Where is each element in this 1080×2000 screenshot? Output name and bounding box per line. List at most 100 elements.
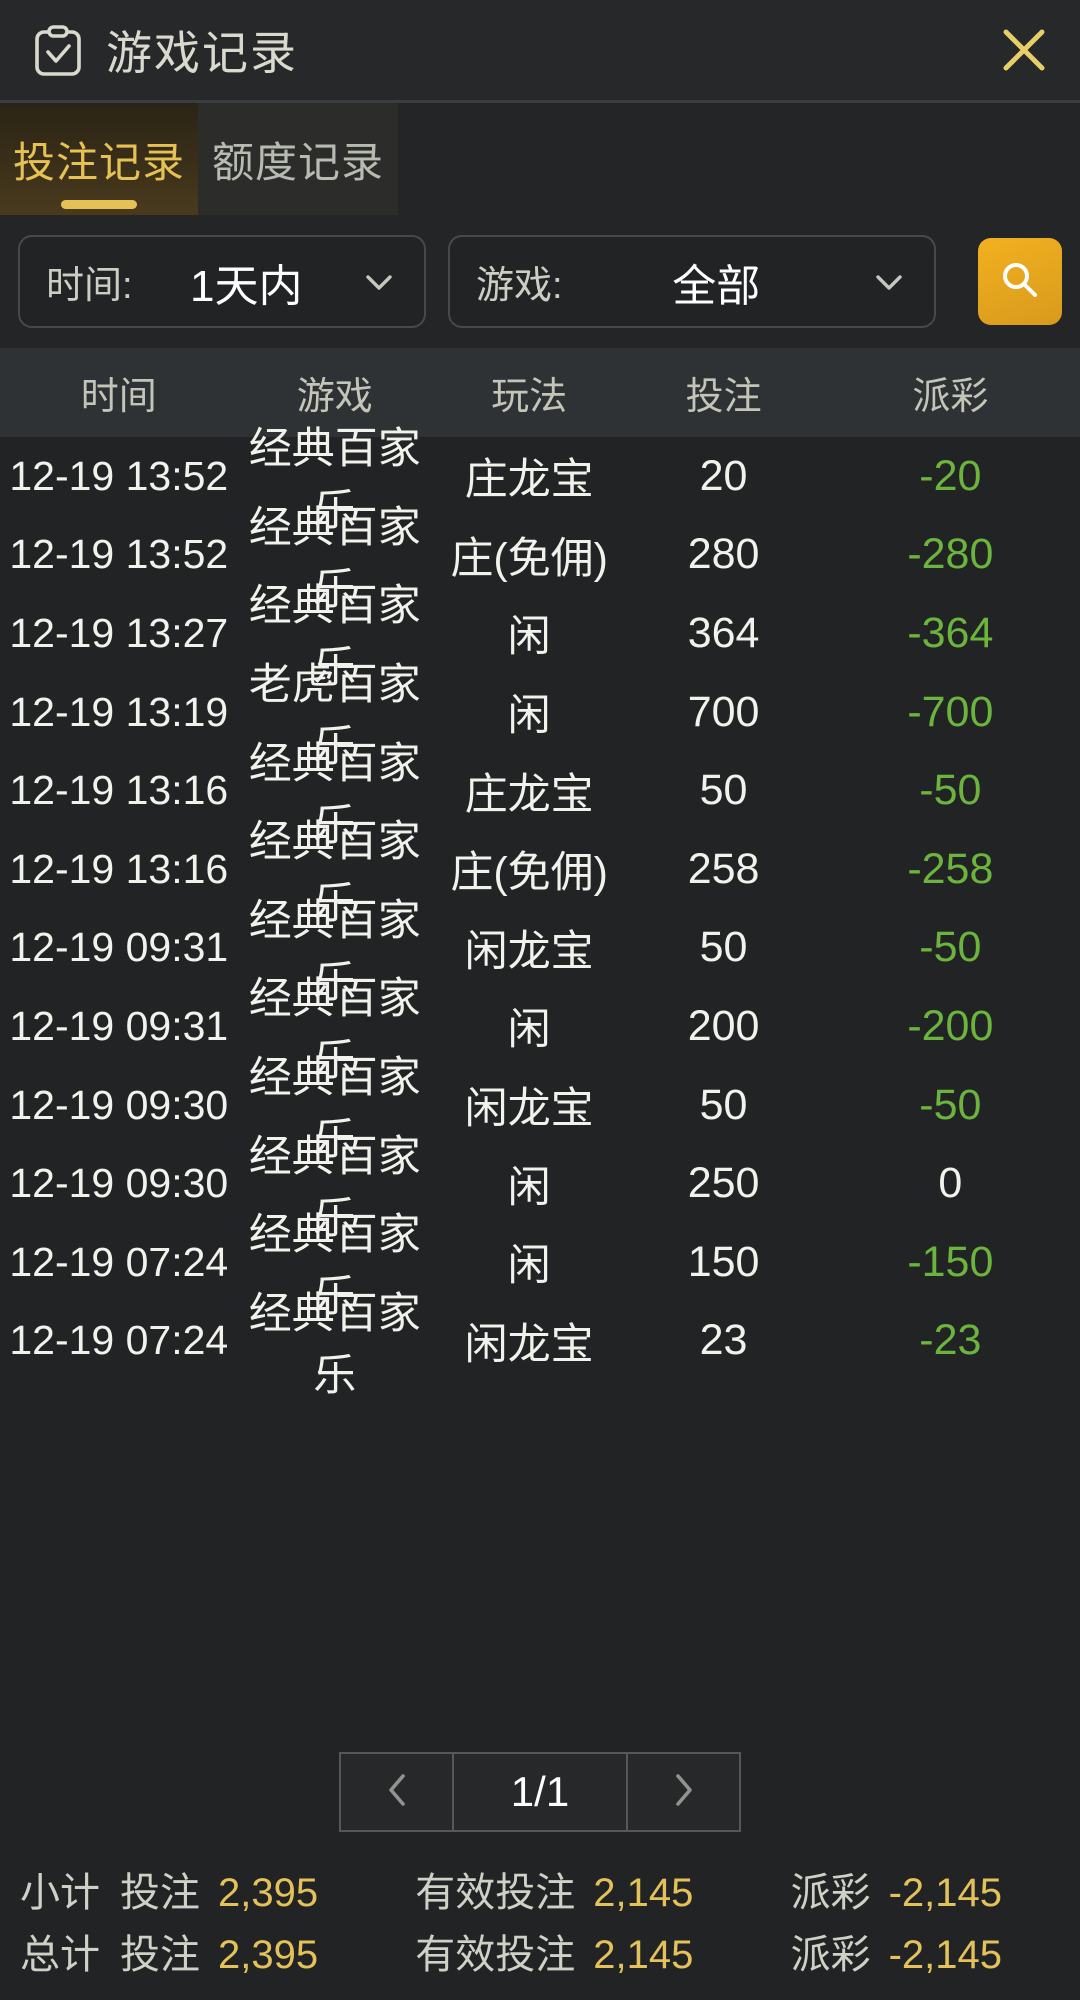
cell-play: 闲 (507, 1006, 551, 1055)
time-filter-label: 时间: (46, 265, 133, 307)
table-row[interactable]: 12-19 13:16 经典百家乐 庄龙宝 50 -50 (0, 740, 1080, 850)
total-valid-bet: 有效投注 2,145 (415, 1933, 694, 1977)
cell-game: 经典百家乐 (248, 739, 421, 850)
table-row[interactable]: 12-19 13:52 经典百家乐 庄(免佣) 280 -280 (0, 504, 1080, 614)
cell-bet: 700 (687, 687, 760, 736)
cell-time: 12-19 09:31 (9, 1002, 229, 1049)
close-icon[interactable] (998, 24, 1050, 76)
cell-game: 经典百家乐 (248, 1211, 421, 1322)
table-body: 12-19 13:52 经典百家乐 庄龙宝 20 -20 12-19 13:52… (0, 425, 1080, 1400)
cell-play: 闲龙宝 (464, 1320, 594, 1369)
cell-bet: 23 (699, 1316, 748, 1365)
game-filter-value: 全部 (672, 261, 761, 311)
table-row[interactable]: 12-19 09:30 经典百家乐 闲 250 0 (0, 1133, 1080, 1243)
cell-time: 12-19 07:24 (9, 1238, 229, 1285)
chevron-left-icon (382, 1768, 412, 1817)
cell-game: 经典百家乐 (248, 896, 421, 1007)
cell-time: 12-19 09:30 (9, 1081, 229, 1128)
cell-payout: -258 (907, 844, 994, 893)
cell-payout: -200 (907, 1001, 994, 1050)
subtotal-valid-bet: 有效投注 2,145 (415, 1871, 694, 1915)
cell-payout: -150 (907, 1237, 994, 1286)
cell-game: 经典百家乐 (248, 1289, 421, 1400)
table-row[interactable]: 12-19 07:24 经典百家乐 闲 150 -150 (0, 1211, 1080, 1321)
table-row[interactable]: 12-19 09:31 经典百家乐 闲 200 -200 (0, 975, 1080, 1085)
total-bet: 投注 2,395 (120, 1933, 319, 1977)
column-header-play: 玩法 (491, 376, 568, 418)
cell-time: 12-19 13:52 (9, 531, 229, 578)
chevron-right-icon (669, 1768, 699, 1817)
cell-bet: 200 (687, 1001, 760, 1050)
prev-page-button[interactable] (339, 1752, 454, 1832)
cell-bet: 150 (687, 1237, 760, 1286)
cell-game: 经典百家乐 (248, 1054, 421, 1165)
pagination: 1/1 (0, 1752, 1080, 1832)
record-tabs: 投注记录 额度记录 (0, 103, 1080, 215)
cell-payout: -364 (907, 608, 994, 657)
subtotal-label: 小计 (20, 1871, 100, 1915)
cell-time: 12-19 07:24 (9, 1317, 229, 1364)
cell-game: 经典百家乐 (248, 975, 421, 1086)
game-filter-dropdown[interactable]: 游戏: 全部 (448, 235, 936, 328)
cell-bet: 50 (699, 1080, 748, 1129)
cell-play: 闲 (507, 1163, 551, 1212)
cell-play: 庄龙宝 (464, 456, 594, 505)
cell-time: 12-19 13:16 (9, 767, 229, 814)
cell-bet: 364 (687, 608, 760, 657)
cell-bet: 280 (687, 530, 760, 579)
subtotal-row: 小计 投注 2,395 有效投注 2,145 派彩 -2,145 (0, 1858, 1080, 1920)
cell-payout: -23 (919, 1316, 982, 1365)
page-title: 游戏记录 (106, 27, 298, 79)
cell-time: 12-19 13:52 (9, 452, 229, 499)
tab-quota-records[interactable]: 额度记录 (198, 103, 398, 215)
cell-game: 经典百家乐 (248, 818, 421, 929)
table-row[interactable]: 12-19 13:27 经典百家乐 闲 364 -364 (0, 582, 1080, 692)
cell-play: 庄(免佣) (450, 534, 608, 583)
time-filter-dropdown[interactable]: 时间: 1天内 (18, 235, 426, 328)
column-header-time: 时间 (80, 376, 157, 418)
cell-play: 庄(免佣) (450, 849, 608, 898)
cell-payout: -50 (919, 1080, 982, 1129)
cell-game: 经典百家乐 (248, 582, 421, 693)
cell-time: 12-19 09:31 (9, 924, 229, 971)
cell-payout: -700 (907, 687, 994, 736)
column-header-payout: 派彩 (912, 376, 989, 418)
filter-bar: 时间: 1天内 游戏: 全部 (0, 215, 1080, 348)
search-icon (998, 258, 1042, 305)
page-indicator: 1/1 (452, 1752, 628, 1832)
cell-bet: 50 (699, 923, 748, 972)
chevron-down-icon (870, 263, 908, 301)
next-page-button[interactable] (626, 1752, 741, 1832)
cell-payout: -50 (919, 766, 982, 815)
cell-play: 庄龙宝 (464, 770, 594, 819)
table-row[interactable]: 12-19 09:31 经典百家乐 闲龙宝 50 -50 (0, 897, 1080, 1007)
table-row[interactable]: 12-19 13:19 老虎百家乐 闲 700 -700 (0, 661, 1080, 771)
cell-play: 闲龙宝 (464, 927, 594, 976)
clipboard-check-icon (30, 22, 86, 78)
title-bar: 游戏记录 (0, 0, 1080, 103)
table-row[interactable]: 12-19 07:24 经典百家乐 闲龙宝 23 -23 (0, 1290, 1080, 1400)
search-button[interactable] (978, 238, 1062, 325)
table-header: 时间 游戏 玩法 投注 派彩 (0, 348, 1080, 437)
time-filter-value: 1天内 (190, 261, 303, 311)
tab-filler (398, 103, 1080, 215)
empty-space (0, 1380, 1080, 1752)
total-payout: 派彩 -2,145 (790, 1933, 1003, 1977)
table-row[interactable]: 12-19 09:30 经典百家乐 闲龙宝 50 -50 (0, 1054, 1080, 1164)
cell-bet: 258 (687, 844, 760, 893)
subtotal-bet: 投注 2,395 (120, 1871, 319, 1915)
cell-play: 闲 (507, 1242, 551, 1291)
cell-play: 闲龙宝 (464, 1085, 594, 1134)
cell-bet: 50 (699, 766, 748, 815)
cell-bet: 250 (687, 1159, 760, 1208)
tab-bet-records[interactable]: 投注记录 (0, 103, 198, 215)
table-row[interactable]: 12-19 13:52 经典百家乐 庄龙宝 20 -20 (0, 425, 1080, 535)
cell-play: 闲 (507, 613, 551, 662)
total-label: 总计 (20, 1933, 100, 1977)
table-row[interactable]: 12-19 13:16 经典百家乐 庄(免佣) 258 -258 (0, 818, 1080, 928)
column-header-bet: 投注 (685, 376, 762, 418)
cell-time: 12-19 13:27 (9, 609, 229, 656)
game-filter-label: 游戏: (476, 265, 563, 307)
cell-game: 老虎百家乐 (248, 661, 421, 772)
cell-play: 闲 (507, 692, 551, 741)
